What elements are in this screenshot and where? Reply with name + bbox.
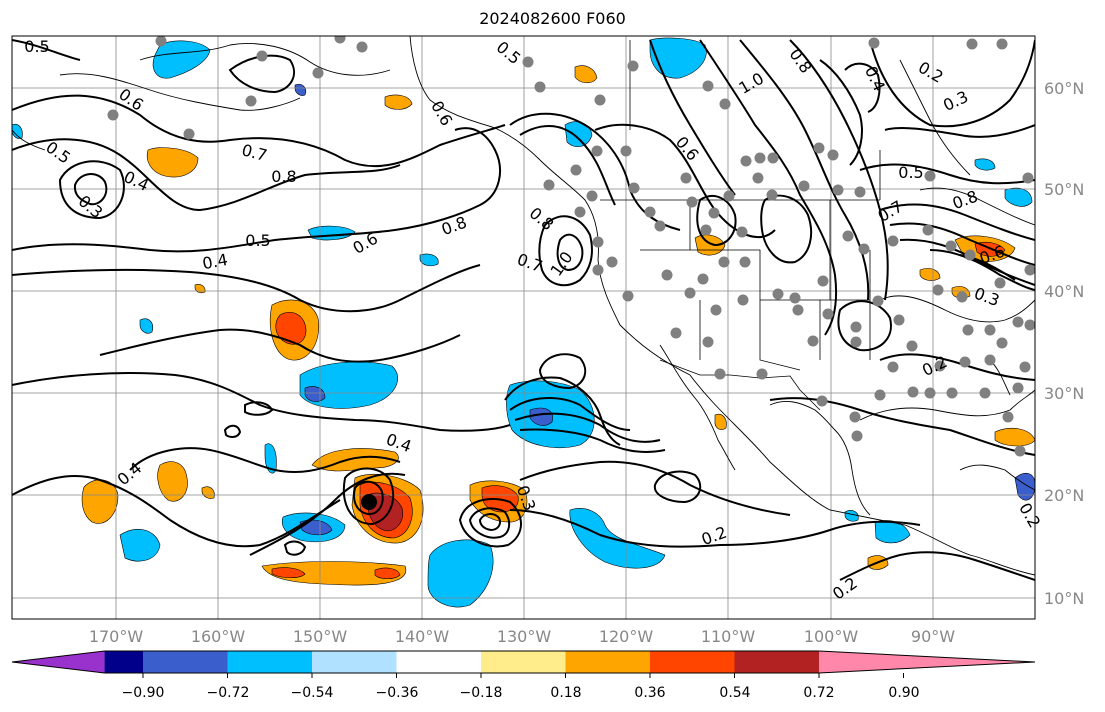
map-frame <box>11 35 1036 620</box>
negative-patch <box>294 83 307 96</box>
contour-label: 0.5 <box>24 37 49 56</box>
contour-label: 0.5 <box>898 163 923 182</box>
colorbar <box>11 650 1036 678</box>
positive-patch <box>81 479 119 524</box>
colorbar-segment <box>481 651 566 673</box>
colorbar-label: 0.90 <box>888 685 919 701</box>
contour-lines <box>12 39 1035 581</box>
lat-label: 10°N <box>1044 589 1084 608</box>
colorbar-extend-max <box>819 651 1035 673</box>
cyclone-marker <box>361 494 377 510</box>
colorbar-segment <box>312 651 397 673</box>
colorbar-label: −0.54 <box>291 685 334 701</box>
contour-label: 0.5 <box>245 231 270 250</box>
colorbar-label: 0.72 <box>803 685 834 701</box>
map-title: 2024082600 F060 <box>479 9 626 28</box>
colorbar-label: 0.54 <box>719 685 750 701</box>
lon-label: 150°W <box>293 627 348 646</box>
colorbar-segment <box>734 651 819 673</box>
negative-patch <box>529 407 553 426</box>
contour-label: 0.4 <box>201 250 229 273</box>
latitude-labels: 60°N 50°N 40°N 30°N 20°N 10°N <box>1044 79 1084 608</box>
colorbar-label: −0.36 <box>376 685 419 701</box>
graticule <box>12 36 1035 619</box>
colorbar-segment <box>104 651 143 673</box>
lon-label: 170°W <box>89 627 144 646</box>
positive-patch <box>374 567 401 580</box>
station-dots <box>107 36 1035 457</box>
colorbar-segment <box>396 651 481 673</box>
lon-label: 90°W <box>911 627 955 646</box>
lat-label: 50°N <box>1044 180 1084 199</box>
lon-label: 160°W <box>191 627 246 646</box>
negative-patch <box>569 508 666 569</box>
colorbar-label: −0.90 <box>122 685 165 701</box>
negative-patch <box>974 158 996 171</box>
negative-patch <box>649 37 707 79</box>
negative-patch <box>1004 187 1033 207</box>
positive-patch <box>714 413 727 430</box>
colorbar-label: −0.72 <box>207 685 250 701</box>
lon-label: 120°W <box>599 627 654 646</box>
lon-label: 100°W <box>804 627 859 646</box>
colorbar-label: −0.18 <box>460 685 503 701</box>
colorbar-label: 0.36 <box>634 685 665 701</box>
negative-patch <box>119 528 161 562</box>
negative-patch <box>152 40 211 79</box>
lat-label: 30°N <box>1044 384 1084 403</box>
negative-patch <box>427 539 494 608</box>
lon-label: 110°W <box>701 627 756 646</box>
colorbar-labels: −0.90 −0.72 −0.54 −0.36 −0.18 0.18 0.36 … <box>122 685 920 701</box>
positive-patch <box>919 268 941 281</box>
positive-patch <box>384 94 413 110</box>
positive-patch <box>574 65 598 84</box>
lon-label: 130°W <box>497 627 552 646</box>
contour-label: 0.8 <box>271 167 296 186</box>
lat-label: 60°N <box>1044 79 1084 98</box>
borders <box>600 40 881 411</box>
negative-patch <box>564 121 593 148</box>
lat-label: 40°N <box>1044 282 1084 301</box>
colorbar-segment <box>565 651 650 673</box>
negative-patch <box>874 520 911 544</box>
colorbar-segment <box>650 651 735 673</box>
coastlines <box>12 36 1035 576</box>
longitude-labels: 170°W 160°W 150°W 140°W 130°W 120°W 110°… <box>89 627 955 646</box>
colorbar-segment <box>143 651 228 673</box>
lat-label: 20°N <box>1044 486 1084 505</box>
positive-patch <box>157 461 188 502</box>
positive-patch <box>201 486 215 499</box>
positive-patch <box>271 567 306 579</box>
colorbar-segment <box>227 651 312 673</box>
lon-label: 140°W <box>395 627 450 646</box>
colorbar-extend-min <box>12 651 105 673</box>
negative-patch <box>844 510 859 522</box>
colorbar-outline <box>11 650 1036 674</box>
positive-patch <box>146 147 199 178</box>
negative-patch <box>139 318 153 334</box>
colorbar-label: 0.18 <box>550 685 581 701</box>
